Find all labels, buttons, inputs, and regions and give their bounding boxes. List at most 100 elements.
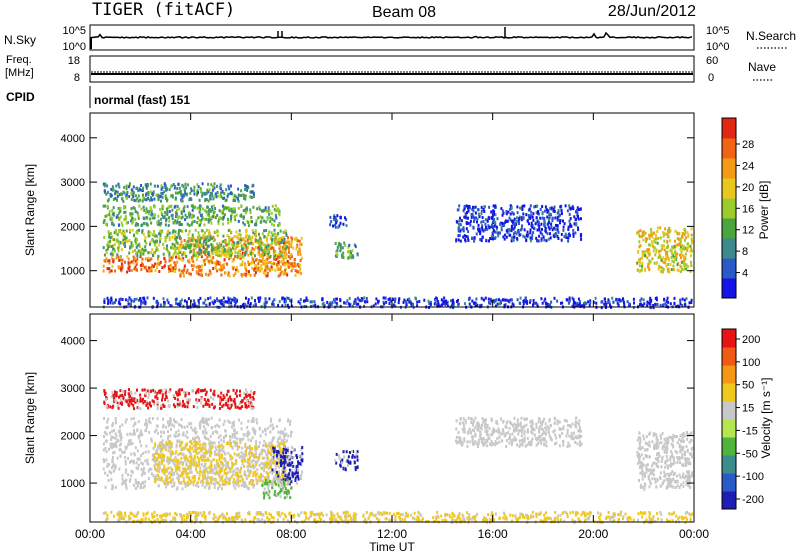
velocity-echo-cell (276, 478, 279, 482)
velocity-echo-cell (267, 475, 270, 479)
power-echo-cell (188, 223, 191, 227)
power-echo-cell (196, 183, 199, 187)
power-echo-cell (286, 273, 289, 277)
power-echo-cell (173, 205, 176, 209)
power-echo-cell (662, 235, 665, 238)
power-echo-cell (649, 298, 652, 302)
power-echo-cell (227, 184, 230, 188)
power-echo-cell (159, 237, 162, 241)
power-echo-cell (244, 253, 247, 256)
power-echo-cell (531, 224, 534, 227)
power-echo-cell (509, 298, 512, 302)
power-echo-cell (414, 296, 417, 300)
power-echo-cell (199, 223, 201, 227)
power-echo-cell (174, 219, 177, 223)
power-echo-cell (225, 249, 228, 253)
velocity-echo-cell (233, 469, 235, 473)
power-echo-cell (186, 303, 188, 307)
velocity-echo-cell (217, 487, 219, 491)
power-echo-cell (282, 270, 285, 274)
power-echo-cell (154, 213, 156, 217)
velocity-echo-cell (209, 449, 212, 453)
power-echo-cell (171, 246, 174, 250)
power-echo-cell (238, 238, 241, 242)
velocity-echo-cell (145, 429, 148, 432)
power-echo-cell (331, 300, 334, 304)
power-echo-cell (159, 240, 162, 244)
power-echo-cell (545, 230, 548, 234)
power-echo-cell (345, 224, 348, 228)
velocity-echo-cell (278, 460, 281, 464)
velocity-echo-cell (214, 452, 216, 456)
power-echo-cell (372, 304, 375, 308)
velocity-echo-cell (217, 435, 220, 439)
power-echo-cell (341, 246, 344, 250)
power-echo-cell (247, 298, 250, 302)
power-echo-cell (544, 225, 546, 229)
power-echo-cell (350, 256, 353, 260)
power-echo-cell (240, 193, 243, 197)
power-echo-cell (644, 237, 647, 241)
power-echo-cell (246, 304, 248, 308)
velocity-echo-cell (140, 483, 143, 487)
power-echo-cell (199, 273, 202, 277)
velocity-echo-cell (132, 417, 135, 420)
power-echo-cell (137, 216, 140, 220)
power-echo-cell (443, 296, 446, 300)
power-echo-cell (120, 267, 122, 271)
power-echo-cell (538, 234, 541, 238)
power-echo-cell (218, 242, 221, 246)
power-echo-cell (356, 297, 359, 301)
velocity-echo-cell (192, 483, 195, 487)
velocity-echo-cell (269, 470, 272, 474)
power-echo-cell (567, 225, 570, 229)
power-echo-cell (568, 219, 571, 223)
power-echo-cell (538, 227, 541, 231)
velocity-echo-cell (191, 463, 194, 466)
power-echo-cell (127, 257, 130, 261)
velocity-echo-cell (246, 460, 249, 464)
power-echo-cell (623, 303, 626, 307)
power-echo-cell (529, 204, 532, 208)
power-echo-cell (209, 237, 212, 241)
velocity-echo-cell (178, 444, 181, 448)
velocity-echo-cell (177, 474, 180, 478)
power-echo-cell (118, 185, 121, 189)
velocity-echo-cell (148, 403, 151, 407)
velocity-echo-cell (247, 438, 250, 442)
power-echo-cell (289, 299, 292, 302)
power-echo-cell (137, 189, 140, 193)
power-echo-cell (249, 208, 252, 212)
power-echo-cell (125, 217, 128, 221)
power-echo-cell (214, 192, 217, 196)
velocity-echo-cell (271, 439, 274, 442)
power-echo-cell (211, 246, 214, 250)
velocity-echo-cell (157, 445, 159, 448)
power-echo-cell (188, 258, 191, 262)
power-echo-cell (132, 191, 135, 195)
velocity-echo-cell (274, 460, 277, 464)
power-echo-cell (351, 249, 354, 253)
velocity-echo-cell (155, 463, 158, 467)
power-echo-cell (266, 245, 269, 249)
power-echo-cell (150, 210, 153, 214)
power-echo-cell (244, 235, 247, 239)
power-echo-cell (648, 243, 650, 247)
power-echo-cell (263, 229, 266, 233)
velocity-echo-cell (185, 454, 188, 458)
power-echo-cell (114, 269, 117, 273)
power-echo-cell (191, 213, 194, 217)
power-echo-cell (456, 300, 458, 303)
power-echo-cell (289, 265, 292, 269)
power-echo-cell (498, 298, 500, 302)
power-echo-cell (575, 217, 578, 221)
power-echo-cell (204, 248, 207, 252)
power-echo-cell (217, 262, 220, 266)
power-echo-cell (540, 237, 543, 241)
power-echo-cell (276, 207, 279, 211)
nsearch-tick-top: 10^5 (706, 25, 730, 37)
power-echo-cell (535, 301, 538, 305)
velocity-echo-cell (263, 456, 266, 460)
power-echo-cell (143, 298, 146, 302)
velocity-echo-cell (234, 462, 237, 466)
